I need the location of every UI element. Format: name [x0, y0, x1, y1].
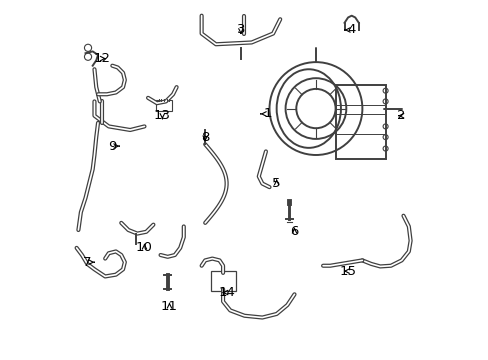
Text: 5: 5 — [272, 177, 280, 190]
Text: 2: 2 — [397, 109, 405, 122]
Text: 10: 10 — [136, 241, 153, 255]
Text: 8: 8 — [201, 131, 209, 144]
Text: 3: 3 — [236, 23, 244, 36]
Text: 1: 1 — [260, 107, 271, 120]
Text: 13: 13 — [154, 109, 170, 122]
Text: 7: 7 — [83, 256, 94, 269]
Text: 9: 9 — [108, 140, 119, 153]
Text: 14: 14 — [218, 286, 235, 299]
Text: 15: 15 — [339, 265, 356, 278]
Text: 6: 6 — [290, 225, 298, 238]
Text: 4: 4 — [344, 23, 355, 36]
Text: 12: 12 — [93, 52, 110, 65]
Text: 11: 11 — [161, 300, 178, 313]
